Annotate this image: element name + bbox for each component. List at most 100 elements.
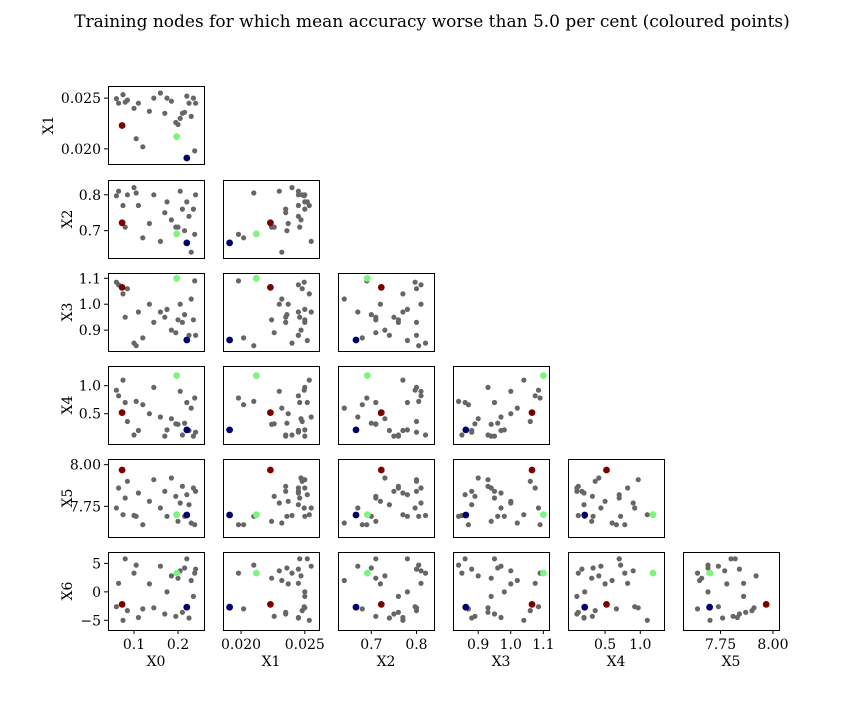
background-point [295,188,301,194]
background-point [574,485,580,491]
background-point [285,220,291,227]
background-point [157,414,163,420]
background-point [616,492,622,498]
background-point [579,566,585,572]
background-point [162,488,168,494]
highlight-point [252,274,260,282]
background-point [175,121,181,128]
background-point [400,309,406,315]
y-tick-label: −5 [80,613,101,629]
y-tick-label: 0.020 [61,142,101,158]
highlight-point [462,603,470,611]
background-point [302,384,308,390]
panel-frame [453,366,550,445]
panel-frame [223,180,320,259]
background-point [289,512,295,519]
x-tick-label: 0.2 [167,637,189,653]
background-point [302,513,308,519]
background-point [418,485,424,491]
x-axis-label: X2 [377,654,396,670]
highlight-point [528,409,536,416]
background-point [298,416,304,422]
background-point [404,399,410,406]
background-point [271,330,277,336]
background-point [462,556,468,562]
background-point [386,502,392,508]
background-point [298,327,304,333]
background-point [177,188,183,194]
background-point [164,427,170,433]
background-point [140,402,146,408]
background-point [400,490,406,496]
background-point [495,565,501,571]
background-point [192,148,198,154]
background-point [251,190,257,196]
background-point [404,513,410,519]
panel-X5-vs-X2 [338,459,435,538]
background-point [373,493,379,499]
background-point [116,188,122,194]
x-tick-label: 0.7 [360,637,382,653]
background-point [412,505,418,511]
background-point [186,213,192,219]
background-point [151,384,157,390]
highlight-point [173,133,181,141]
background-point [269,421,275,427]
background-point [635,605,641,611]
background-point [122,399,128,406]
y-tick-label: 7.75 [70,499,101,515]
background-point [521,377,527,383]
background-point [140,335,146,341]
background-point [289,432,295,438]
background-point [400,377,406,383]
background-point [175,317,181,323]
background-point [241,606,247,612]
background-point [302,605,308,611]
background-point [386,332,392,338]
panel-frame [223,552,320,631]
background-point [395,485,401,491]
background-point [532,485,538,491]
background-point [295,615,301,621]
background-point [113,387,119,393]
background-point [190,317,196,323]
panel-X4-vs-X0: 0.5 1.0X4 [60,366,205,445]
background-point [140,235,146,241]
background-point [373,399,379,406]
x-axis-label: X3 [492,654,511,670]
background-point [582,589,588,595]
background-point [283,432,289,438]
background-point [302,206,308,212]
background-point [485,605,491,611]
background-point [283,483,289,489]
highlight-point [267,466,274,474]
background-point [404,306,410,312]
background-point [113,193,119,199]
background-point [190,593,196,600]
background-point [418,388,424,394]
background-point [537,395,543,401]
background-point [395,317,401,323]
background-point [575,512,581,519]
background-point [285,498,291,504]
background-point [364,395,370,401]
background-point [140,144,146,150]
background-point [177,500,183,506]
x-tick-label: 8.00 [757,637,788,653]
background-point [743,609,749,615]
background-point [179,206,185,212]
background-point [146,498,152,504]
highlight-point [363,511,371,519]
background-point [488,421,494,427]
background-point [295,429,301,435]
background-point [301,505,307,511]
highlight-point [183,336,191,344]
y-tick-label: 1.0 [79,379,101,395]
background-point [157,505,163,511]
highlight-point [363,569,371,577]
background-point [297,224,303,230]
background-point [182,109,188,115]
background-point [302,306,308,312]
background-point [235,231,242,237]
panel-frame [108,366,205,445]
